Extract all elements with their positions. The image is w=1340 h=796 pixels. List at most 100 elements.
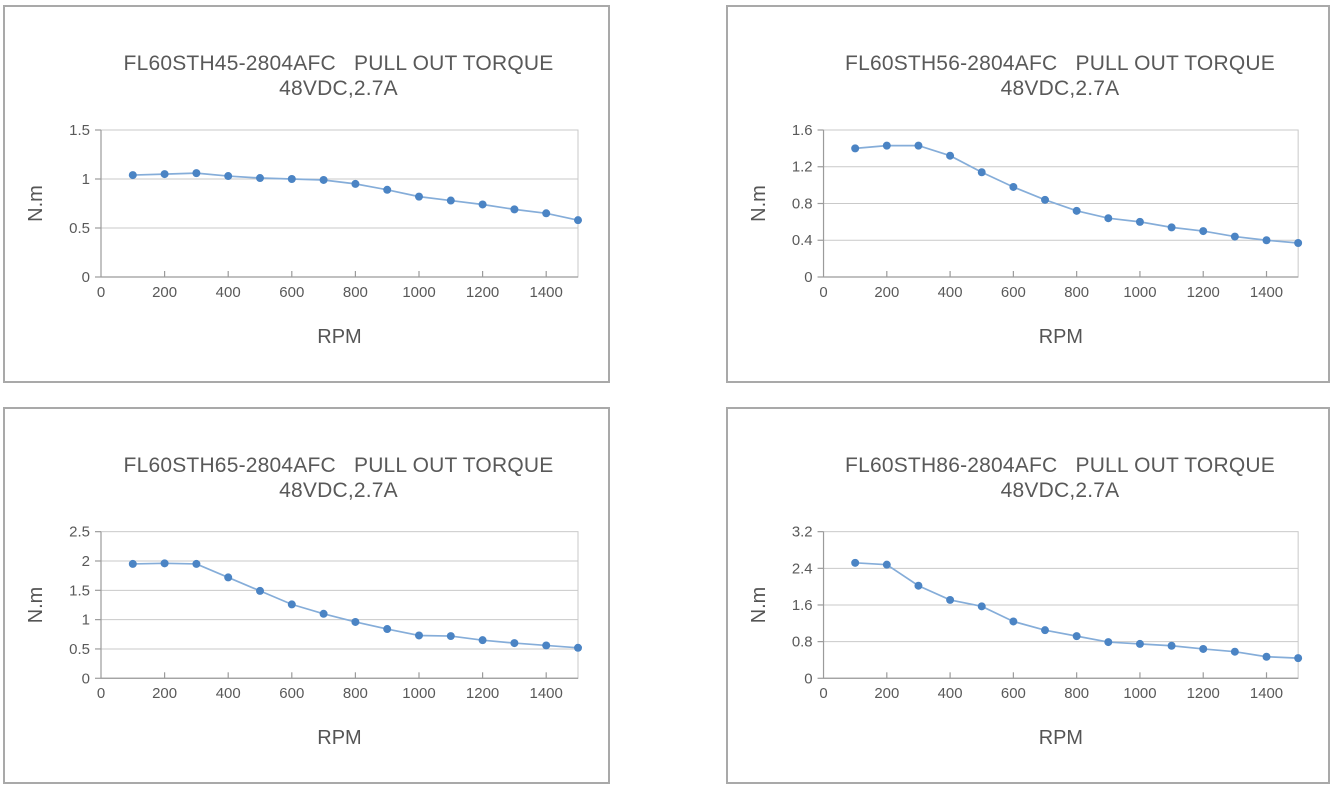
- y-tick-label: 1: [82, 171, 90, 188]
- y-tick-label: 0: [82, 269, 90, 286]
- data-point: [287, 600, 296, 609]
- data-point: [1135, 217, 1144, 226]
- data-point: [383, 625, 392, 634]
- x-tick-label: 1200: [466, 685, 499, 702]
- x-tick-label: 0: [819, 685, 827, 702]
- y-tick-label: 0: [804, 670, 812, 687]
- x-tick-label: 0: [819, 284, 827, 301]
- data-point: [574, 643, 582, 652]
- chart-title: FL60STH86-2804AFC PULL OUT TORQUE: [845, 454, 1275, 477]
- x-tick-label: 800: [1064, 685, 1089, 702]
- x-tick-label: 400: [938, 284, 963, 301]
- x-axis-title: RPM: [317, 727, 361, 749]
- chart-panel-fl60sth56: FL60STH56-2804AFC PULL OUT TORQUE 48VDC,…: [726, 5, 1330, 383]
- y-tick-label: 1: [82, 612, 90, 629]
- data-point: [1262, 236, 1271, 245]
- plot-area-border: [100, 129, 579, 278]
- data-point: [977, 168, 986, 177]
- x-tick-label: 600: [1001, 284, 1026, 301]
- y-tick-label: 0.8: [792, 195, 813, 212]
- data-point: [351, 617, 360, 626]
- x-tick-label: 800: [343, 284, 368, 301]
- x-tick-label: 1000: [402, 685, 435, 702]
- data-point: [851, 144, 860, 153]
- chart-title: FL60STH45-2804AFC PULL OUT TORQUE: [123, 52, 554, 75]
- y-axis-title: N.m: [748, 587, 770, 624]
- y-tick-label: 2.5: [69, 524, 90, 541]
- data-point: [224, 172, 233, 181]
- data-point: [446, 196, 455, 205]
- data-point: [1104, 638, 1113, 647]
- x-tick-label: 0: [97, 685, 105, 702]
- x-tick-label: 200: [874, 284, 899, 301]
- x-tick-label: 1000: [1123, 685, 1156, 702]
- data-point: [128, 171, 137, 180]
- data-point: [1294, 654, 1303, 663]
- data-point: [882, 560, 891, 569]
- y-tick-label: 2: [82, 553, 90, 570]
- x-tick-label: 400: [216, 685, 241, 702]
- data-point: [1041, 626, 1049, 635]
- chart-panel-fl60sth45: FL60STH45-2804AFC PULL OUT TORQUE 48VDC,…: [3, 5, 610, 383]
- data-point: [1199, 227, 1208, 236]
- chart-subtitle: 48VDC,2.7A: [279, 77, 398, 100]
- data-point: [510, 639, 519, 648]
- y-tick-label: 0: [804, 269, 812, 286]
- data-point: [510, 205, 519, 214]
- y-tick-label: 1.6: [792, 122, 813, 139]
- data-point: [1294, 239, 1303, 248]
- x-tick-label: 800: [1064, 284, 1089, 301]
- data-point: [319, 175, 328, 184]
- torque-curve: [855, 144, 1299, 244]
- torque-curve: [132, 562, 579, 649]
- data-point: [946, 595, 955, 604]
- x-tick-label: 200: [152, 284, 177, 301]
- plot-area-border: [100, 531, 579, 679]
- torque-curve: [855, 561, 1299, 659]
- x-axis-title: RPM: [1039, 326, 1083, 348]
- y-axis-title: N.m: [748, 185, 770, 222]
- y-axis-title: N.m: [25, 185, 47, 222]
- torque-chart-fl60sth56: 0 0.4 0.8 1.2 1.6 0 200 400 600 800 1000 1200 1400 N.…: [748, 122, 1303, 348]
- x-tick-label: 200: [874, 685, 899, 702]
- data-point: [383, 185, 392, 194]
- y-tick-label: 0: [82, 670, 90, 687]
- data-point: [192, 559, 201, 568]
- x-tick-label: 600: [279, 284, 304, 301]
- y-tick-label: 1.5: [69, 122, 90, 139]
- data-point: [128, 559, 137, 568]
- y-tick-label: 1.2: [792, 159, 813, 176]
- y-tick-label: 0.8: [792, 634, 813, 651]
- data-point: [1009, 617, 1018, 626]
- x-tick-label: 1200: [1187, 685, 1220, 702]
- data-point: [415, 631, 423, 640]
- chart-subtitle: 48VDC,2.7A: [279, 479, 398, 502]
- data-point: [1104, 214, 1113, 223]
- x-tick-label: 1200: [466, 284, 499, 301]
- data-point: [1167, 223, 1176, 232]
- data-point: [256, 586, 264, 595]
- x-tick-label: 1200: [1187, 284, 1220, 301]
- data-point: [542, 209, 551, 218]
- data-point: [1199, 644, 1208, 653]
- data-point: [1072, 206, 1081, 215]
- data-point: [160, 559, 169, 568]
- data-point: [224, 573, 233, 582]
- y-tick-label: 1.5: [69, 582, 90, 599]
- chart-subtitle: 48VDC,2.7A: [1000, 77, 1120, 100]
- data-point: [319, 609, 328, 618]
- data-point: [287, 175, 296, 183]
- x-axis-title: RPM: [317, 326, 361, 348]
- y-tick-label: 1.6: [792, 597, 813, 614]
- chart-subtitle: 48VDC,2.7A: [1000, 479, 1120, 502]
- x-axis-title: RPM: [1039, 727, 1083, 749]
- data-point: [1262, 652, 1271, 661]
- y-tick-label: 3.2: [792, 524, 813, 541]
- data-point: [1167, 641, 1176, 650]
- data-point: [1072, 632, 1081, 641]
- y-tick-label: 0.4: [792, 232, 813, 249]
- data-point: [914, 581, 923, 590]
- torque-chart-fl60sth45: 0 0.5 1 1.5 0 200 400 600 800 1000 1200 1400 N.m RPM: [25, 122, 582, 348]
- data-point: [415, 192, 423, 201]
